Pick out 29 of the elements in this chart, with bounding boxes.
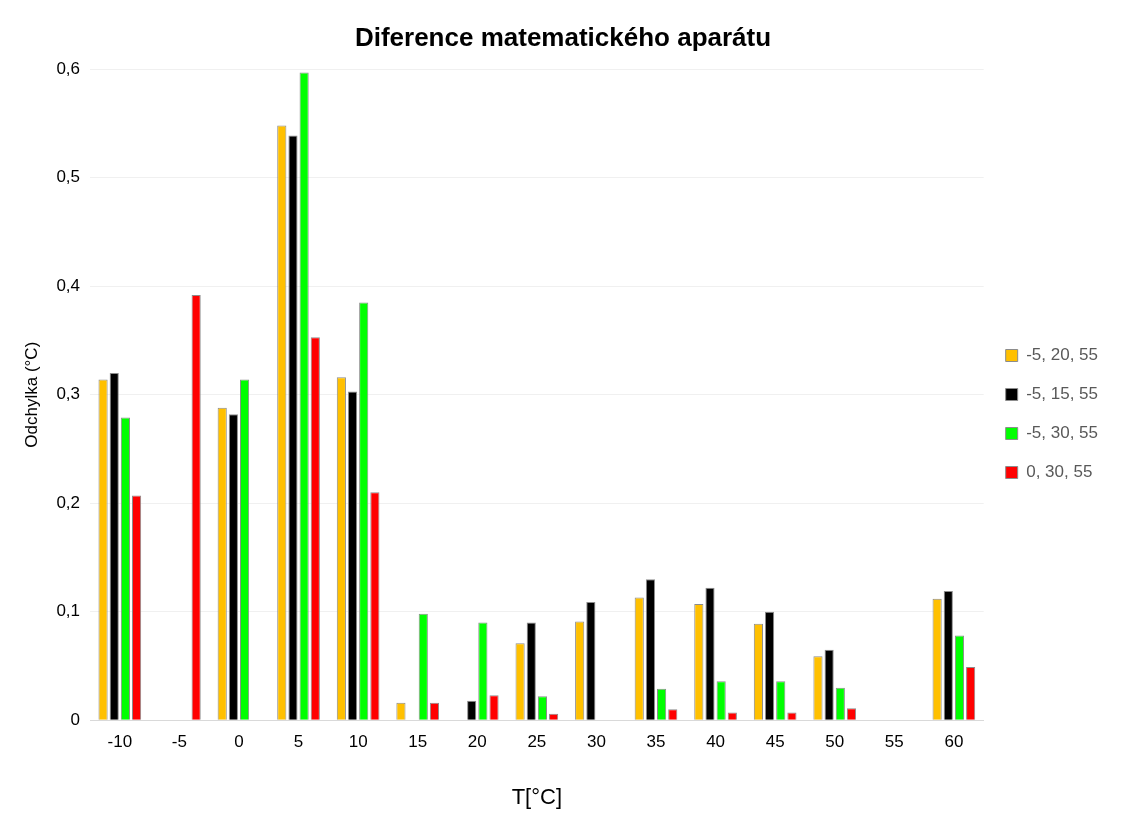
x-tick-label: 50 [825,732,845,752]
x-tick-label: 55 [884,732,904,752]
x-tick-label: -5 [171,732,187,752]
x-tick-label: 30 [586,732,606,752]
y-tick-label: 0,3 [56,384,81,404]
y-tick-label: 0 [70,709,81,729]
x-tick-label: 35 [646,732,666,752]
legend-label: 0, 30, 55 [1026,462,1093,482]
x-axis-title: T[°C] [511,783,563,809]
y-tick-label: 0,5 [56,167,81,187]
legend-label: -5, 15, 55 [1026,384,1098,404]
y-tick-label: 0,6 [56,58,81,78]
x-tick-label: 15 [408,732,428,752]
x-tick-label: 0 [234,732,244,752]
legend-label: -5, 30, 55 [1026,423,1098,443]
y-tick-label: 0,1 [56,601,81,621]
y-tick-label: 0,2 [56,492,81,512]
x-tick-label: 45 [765,732,785,752]
x-tick-label: 60 [944,732,964,752]
x-tick-label: -10 [107,732,133,752]
y-tick-label: 0,4 [56,275,81,295]
x-tick-label: 40 [706,732,726,752]
x-tick-label: 5 [293,732,304,752]
x-tick-label: 20 [467,732,487,752]
y-axis-title: Odchylka (°C) [21,341,41,448]
chart-title: Diference matematického aparátu [354,21,772,52]
x-tick-label: 10 [348,732,368,752]
x-tick-label: 25 [527,732,547,752]
legend-label: -5, 20, 55 [1026,345,1098,365]
